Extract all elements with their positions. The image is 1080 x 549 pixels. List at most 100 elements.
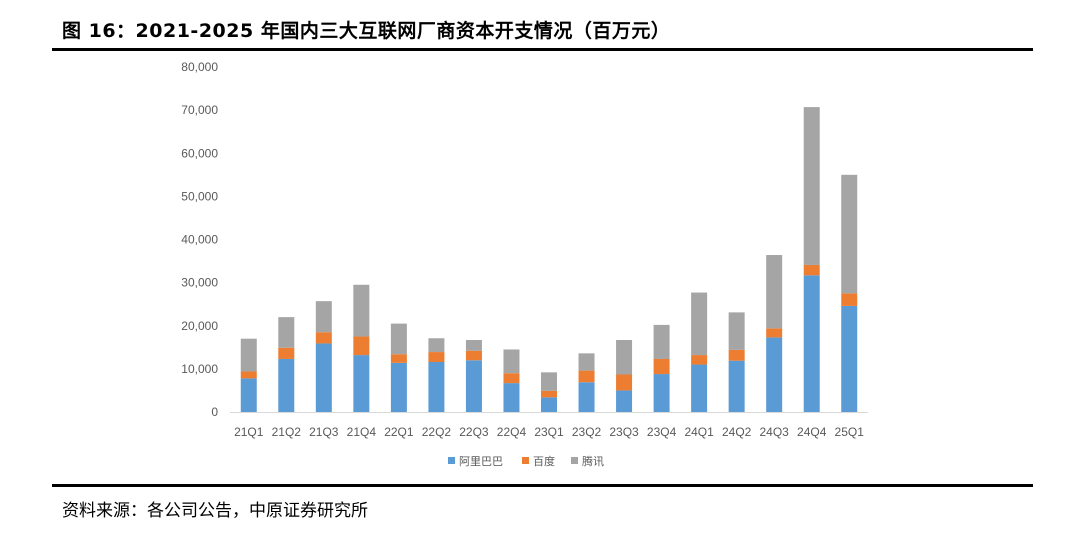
bar-21Q2-series-0 [278,358,295,412]
bar-22Q2-series-2 [428,338,445,353]
bar-22Q4-series-2 [503,349,520,374]
bar-25Q1-series-2 [841,174,858,294]
bar-stack-23Q3 [616,339,633,412]
bar-22Q2-series-1 [428,352,445,362]
bar-22Q3-series-0 [465,360,482,412]
bar-24Q2-series-1 [728,349,745,361]
x-tick-label: 24Q4 [797,425,827,439]
x-tick-label: 24Q2 [722,425,752,439]
legend-swatch [522,457,529,464]
bar-23Q1-series-1 [541,390,557,398]
x-tick-label: 23Q2 [572,425,602,439]
y-tick-label: 30,000 [181,276,218,290]
bar-23Q4-series-0 [653,374,670,412]
bar-stack-21Q3 [315,301,332,412]
x-tick-label: 22Q2 [422,425,452,439]
bar-24Q3-series-2 [766,255,783,329]
bar-22Q1-series-1 [390,354,407,363]
bar-22Q2-series-0 [428,361,445,412]
source-rule [52,484,1033,487]
y-tick-label: 40,000 [181,233,218,247]
x-tick-label: 24Q3 [760,425,790,439]
bar-23Q4-series-2 [653,324,670,359]
bar-21Q3-series-1 [315,332,332,344]
bar-21Q4-series-2 [353,284,370,337]
bar-23Q3-series-1 [616,374,633,391]
bar-24Q3-series-0 [766,337,783,412]
y-tick-label: 20,000 [181,319,218,333]
x-tick-label: 23Q4 [647,425,677,439]
bar-stack-22Q3 [465,339,482,412]
bar-22Q4-series-1 [503,373,520,384]
bar-24Q4-series-0 [803,275,820,412]
x-tick-label: 24Q1 [684,425,714,439]
bar-stack-21Q4 [353,284,370,412]
bar-21Q3-series-2 [315,301,332,333]
bar-stack-22Q2 [428,338,445,412]
x-tick-label: 25Q1 [835,425,865,439]
bar-21Q2-series-1 [278,347,295,359]
x-tick-label: 21Q3 [309,425,339,439]
bar-21Q1-series-1 [240,371,257,379]
x-tick-label: 21Q1 [234,425,264,439]
bar-23Q2-series-0 [578,382,595,412]
bar-23Q1-series-0 [541,397,557,412]
bar-22Q3-series-2 [465,339,482,351]
y-tick-label: 60,000 [181,146,218,160]
figure-title: 图 16：2021-2025 年国内三大互联网厂商资本开支情况（百万元） [62,20,671,42]
legend-swatch [448,457,455,464]
legend: 阿里巴巴 百度 腾讯 [448,454,604,468]
bar-stack-23Q2 [578,353,595,412]
legend-label: 阿里巴巴 [459,455,503,468]
bar-stack-24Q2 [728,312,745,412]
x-axis-labels: 21Q1 21Q2 21Q3 21Q4 22Q1 22Q2 22Q3 22Q4 23Q1 23Q2… [234,425,864,439]
y-axis-labels: 0 10,000 20,000 30,000 40,000 50,000 60,000 70,… [181,60,218,419]
legend-item: 阿里巴巴 [448,455,503,468]
legend-swatch [571,457,578,464]
bar-21Q2-series-2 [278,317,295,348]
bar-21Q3-series-0 [315,343,332,412]
bar-24Q2-series-0 [728,360,745,412]
bar-stack-25Q1 [841,174,858,412]
bar-stack-21Q1 [240,338,257,412]
bar-stack-23Q1 [541,372,557,412]
legend-item: 百度 [522,454,555,468]
bar-25Q1-series-0 [841,305,858,412]
bar-stack-24Q4 [803,107,820,412]
bar-22Q1-series-2 [390,323,407,355]
bar-stack-24Q1 [691,292,708,412]
source-note: 资料来源：各公司公告，中原证券研究所 [62,501,368,521]
bar-22Q3-series-1 [465,350,482,361]
x-tick-label: 23Q1 [534,425,564,439]
bar-stack-24Q3 [766,255,783,412]
x-tick-label: 22Q3 [459,425,489,439]
bar-21Q1-series-2 [240,338,257,372]
bar-21Q4-series-1 [353,336,370,356]
bar-25Q1-series-1 [841,293,858,306]
bar-stack-22Q4 [503,349,520,412]
x-tick-label: 21Q4 [347,425,377,439]
x-tick-label: 21Q2 [272,425,302,439]
legend-label: 百度 [533,454,555,468]
x-tick-label: 22Q1 [384,425,414,439]
bar-24Q1-series-2 [691,292,708,356]
bar-23Q3-series-0 [616,390,633,412]
bar-stack-22Q1 [390,323,407,412]
bar-21Q1-series-0 [240,378,257,412]
bar-24Q2-series-2 [728,312,745,350]
y-tick-label: 80,000 [181,60,218,74]
bar-22Q4-series-0 [503,383,520,412]
legend-label: 腾讯 [582,454,604,468]
bar-24Q4-series-1 [803,264,820,276]
bar-stacks [240,107,858,412]
x-tick-label: 23Q3 [609,425,639,439]
bar-24Q4-series-2 [803,107,820,265]
bar-21Q4-series-0 [353,355,370,412]
y-tick-label: 70,000 [181,103,218,117]
bar-stack-21Q2 [278,317,295,412]
bar-24Q3-series-1 [766,328,783,338]
bar-23Q2-series-1 [578,370,595,383]
bar-22Q1-series-0 [390,362,407,412]
bar-23Q3-series-2 [616,339,633,375]
bar-23Q2-series-2 [578,353,595,371]
